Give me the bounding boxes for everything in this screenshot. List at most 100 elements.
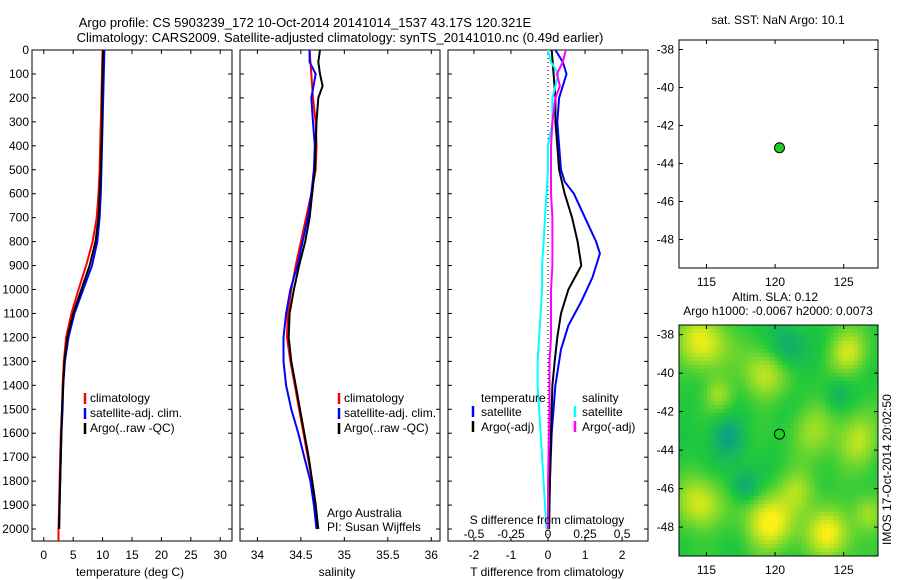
sla-heat-cell: [754, 480, 759, 485]
sla-heat-cell: [774, 544, 779, 549]
sla-heat-cell: [778, 396, 783, 401]
sla-heat-cell: [750, 472, 755, 477]
sla-heat-cell: [770, 400, 775, 405]
sla-heat-cell: [679, 360, 684, 366]
sla-heat-cell: [758, 500, 763, 505]
sla-heat-cell: [722, 532, 728, 537]
sla-heat-cell: [786, 492, 791, 497]
sla-heat-cell: [682, 548, 688, 553]
sla-heat-cell: [786, 328, 791, 334]
sla-heat-cell: [794, 504, 799, 509]
sla-heat-cell: [874, 516, 879, 521]
sla-heat-cell: [866, 412, 871, 417]
sla-heat-cell: [714, 456, 720, 461]
sla-heat-cell: [738, 432, 743, 437]
sla-heat-cell: [818, 460, 823, 465]
sla-heat-cell: [782, 336, 787, 342]
sla-heat-cell: [734, 548, 739, 553]
sla-heat-cell: [762, 400, 767, 405]
sla-heat-cell: [798, 492, 803, 497]
sla-heat-cell: [766, 480, 771, 485]
sla-heat-cell: [702, 516, 708, 521]
sla-heat-cell: [818, 480, 823, 485]
sla-heat-cell: [702, 452, 708, 457]
sla-heat-cell: [718, 392, 724, 397]
sla-heat-cell: [866, 464, 871, 469]
sla-heat-cell: [838, 404, 843, 409]
sla-heat-cell: [706, 380, 712, 386]
sla-heat-cell: [826, 325, 831, 330]
sla-heat-cell: [770, 464, 775, 469]
sla-heat-cell: [734, 532, 739, 537]
sla-heat-cell: [830, 388, 835, 393]
sla-heat-cell: [850, 404, 855, 409]
sla-heat-cell: [714, 452, 720, 457]
sla-heat-cell: [806, 440, 811, 445]
sla-heat-cell: [862, 392, 867, 397]
sla-heat-cell: [690, 376, 696, 382]
sla-heat-cell: [870, 540, 875, 545]
sla-heat-cell: [710, 364, 716, 370]
sla-heat-cell: [702, 328, 708, 334]
sla-heat-cell: [770, 436, 775, 441]
sla-heat-cell: [846, 452, 851, 457]
sla-heat-cell: [738, 412, 743, 417]
sla-heat-cell: [858, 364, 863, 370]
sla-heat-cell: [782, 424, 787, 429]
sla-heat-cell: [679, 536, 684, 541]
sla-heat-cell: [842, 424, 847, 429]
sla-heat-cell: [690, 500, 696, 505]
difference-legend: temperature salinity satellite Argo(-adj…: [471, 391, 635, 434]
sla-heat-cell: [758, 328, 763, 334]
sla-heat-cell: [702, 512, 708, 517]
sla-heat-cell: [826, 496, 831, 501]
sla-heat-cell: [698, 352, 704, 358]
sla-heat-cell: [862, 488, 867, 493]
sla-heat-cell: [754, 484, 759, 489]
sla-heat-cell: [806, 480, 811, 485]
sla-heat-cell: [750, 444, 755, 449]
sla-heat-cell: [862, 500, 867, 505]
sla-heat-cell: [874, 456, 879, 461]
sla-heat-cell: [722, 392, 728, 397]
sla-heat-cell: [750, 376, 755, 382]
sla-heat-cell: [774, 484, 779, 489]
sla-heat-cell: [738, 516, 743, 521]
sla-heat-cell: [842, 400, 847, 405]
sla-heat-cell: [754, 396, 759, 401]
sla-heat-cell: [806, 500, 811, 505]
sla-heat-cell: [786, 440, 791, 445]
sla-heat-cell: [786, 344, 791, 350]
sla-heat-cell: [842, 536, 847, 541]
sla-heat-cell: [702, 540, 708, 545]
sla-heat-cell: [679, 372, 684, 378]
sla-heat-cell: [766, 372, 771, 378]
sla-heat-cell: [690, 536, 696, 541]
sla-heat-cell: [754, 372, 759, 378]
sla-heat-cell: [810, 364, 815, 370]
sla-heat-cell: [714, 528, 720, 533]
sla-heat-cell: [754, 504, 759, 509]
sla-heat-cell: [802, 544, 807, 549]
sla-heat-cell: [834, 364, 839, 370]
sla-heat-cell: [786, 488, 791, 493]
sla-heat-cell: [798, 488, 803, 493]
sla-heat-cell: [734, 340, 739, 346]
sla-heat-cell: [694, 444, 700, 449]
sla-heat-cell: [866, 544, 871, 549]
sla-heat-cell: [679, 516, 684, 521]
sla-heat-cell: [810, 508, 815, 513]
sla-heat-cell: [686, 484, 692, 489]
sla-heat-cell: [722, 544, 728, 549]
sla-heat-cell: [822, 532, 827, 537]
sla-heat-cell: [738, 420, 743, 425]
sla-heat-cell: [842, 552, 847, 557]
sla-heat-cell: [874, 424, 879, 429]
sla-heat-cell: [858, 528, 863, 533]
sla-heat-cell: [786, 376, 791, 382]
sla-heat-cell: [802, 404, 807, 409]
sla-heat-cell: [834, 516, 839, 521]
sla-heat-cell: [734, 400, 739, 405]
sla-heat-cell: [738, 396, 743, 401]
sla-heat-cell: [866, 340, 871, 346]
